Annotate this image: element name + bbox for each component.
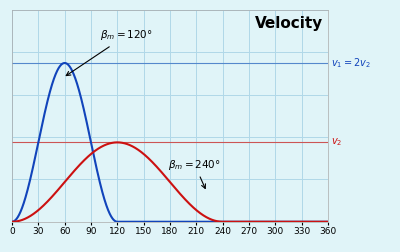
Text: $v_2$: $v_2$ xyxy=(331,137,342,148)
Text: $\beta_m= 240°$: $\beta_m= 240°$ xyxy=(168,158,221,188)
Text: $v_1 = 2v_2$: $v_1 = 2v_2$ xyxy=(331,56,371,70)
Text: Velocity: Velocity xyxy=(255,16,323,32)
Text: $\beta_m= 120°$: $\beta_m= 120°$ xyxy=(66,28,152,76)
